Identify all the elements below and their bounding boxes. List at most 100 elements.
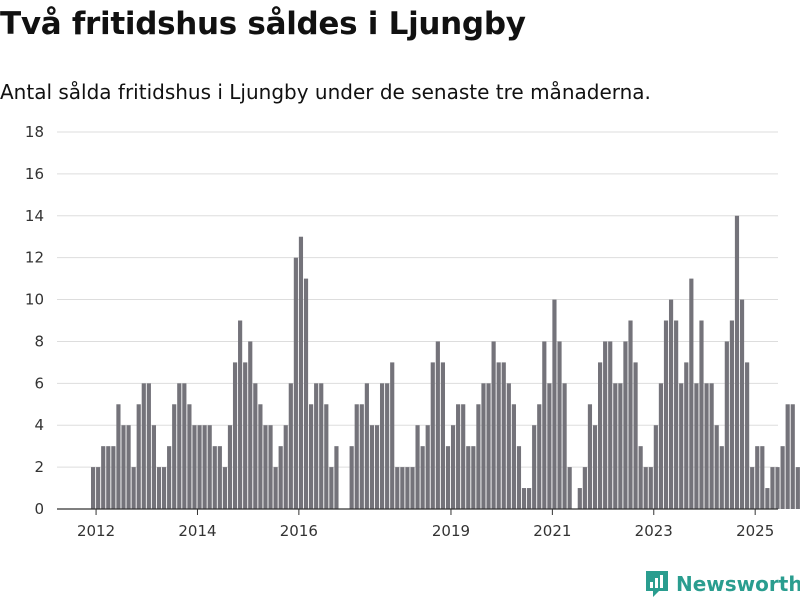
bar bbox=[557, 341, 562, 509]
bar bbox=[192, 425, 197, 509]
bar bbox=[440, 362, 445, 509]
newsworthy-chart-icon bbox=[646, 571, 668, 597]
bar bbox=[750, 467, 755, 509]
bar bbox=[537, 404, 542, 509]
x-tick-label: 2014 bbox=[178, 522, 216, 540]
bar bbox=[527, 488, 532, 509]
bar bbox=[217, 446, 222, 509]
bar bbox=[577, 488, 582, 509]
bar bbox=[603, 341, 608, 509]
bar bbox=[471, 446, 476, 509]
bar bbox=[354, 404, 359, 509]
y-tick-label: 4 bbox=[34, 416, 44, 434]
bar bbox=[253, 383, 258, 509]
bar bbox=[501, 362, 506, 509]
bar-chart: 0 2 4 6 8 10 12 14 16 18 2012 2014 2016 2019 2021 2023 2… bbox=[25, 123, 800, 540]
x-tick-label: 2023 bbox=[635, 522, 673, 540]
bar bbox=[309, 404, 314, 509]
bar bbox=[532, 425, 537, 509]
bar bbox=[674, 320, 679, 509]
bar bbox=[303, 278, 309, 509]
bar bbox=[435, 341, 440, 509]
bar bbox=[729, 320, 734, 509]
bar bbox=[638, 446, 643, 509]
bar bbox=[425, 425, 430, 509]
bar bbox=[263, 425, 268, 509]
bar bbox=[420, 446, 425, 509]
bar bbox=[121, 425, 126, 509]
y-tick-label: 8 bbox=[34, 332, 44, 350]
bar bbox=[232, 362, 238, 509]
bar bbox=[770, 467, 775, 509]
bar bbox=[268, 425, 273, 509]
bar bbox=[116, 404, 121, 509]
y-tick-label: 10 bbox=[25, 291, 44, 309]
bar bbox=[714, 425, 719, 509]
bar bbox=[359, 404, 364, 509]
bar bbox=[349, 446, 354, 509]
x-tick-label: 2025 bbox=[736, 522, 774, 540]
bar bbox=[724, 341, 729, 509]
bar bbox=[658, 383, 664, 509]
bar bbox=[400, 467, 405, 509]
bar bbox=[613, 383, 618, 509]
bar bbox=[699, 320, 704, 509]
bar bbox=[314, 383, 319, 509]
bar bbox=[775, 467, 780, 509]
bar bbox=[450, 425, 456, 509]
bar bbox=[582, 467, 587, 509]
bar bbox=[334, 446, 339, 509]
bar bbox=[167, 446, 172, 509]
bar bbox=[552, 299, 557, 509]
bar bbox=[643, 467, 648, 509]
bar bbox=[91, 467, 96, 509]
bar bbox=[161, 467, 167, 509]
bar bbox=[521, 488, 527, 509]
x-tick-label: 2016 bbox=[280, 522, 318, 540]
bar bbox=[628, 320, 633, 509]
bar bbox=[278, 446, 283, 509]
bar bbox=[547, 383, 552, 509]
bar bbox=[704, 383, 709, 509]
bar bbox=[608, 341, 613, 509]
bar bbox=[182, 383, 187, 509]
bar bbox=[562, 383, 567, 509]
bar bbox=[146, 383, 151, 509]
bar bbox=[151, 425, 157, 509]
bar bbox=[719, 446, 724, 509]
bar bbox=[516, 446, 522, 509]
x-tick-label: 2021 bbox=[533, 522, 571, 540]
bar bbox=[511, 404, 516, 509]
bar bbox=[633, 362, 638, 509]
bar bbox=[542, 341, 547, 509]
bar bbox=[374, 425, 380, 509]
bar bbox=[623, 341, 628, 509]
newsworthy-logo: Newsworthy bbox=[644, 568, 800, 600]
bar bbox=[101, 446, 106, 509]
bar bbox=[258, 404, 263, 509]
bar bbox=[329, 467, 334, 509]
bar bbox=[466, 446, 471, 509]
bar bbox=[136, 404, 141, 509]
bar bbox=[765, 488, 770, 509]
y-tick-label: 14 bbox=[25, 207, 44, 225]
bar bbox=[780, 446, 785, 509]
bar bbox=[283, 425, 288, 509]
y-tick-label: 6 bbox=[34, 374, 44, 392]
bar bbox=[131, 467, 136, 509]
bar bbox=[648, 467, 653, 509]
bar bbox=[481, 383, 486, 509]
bar bbox=[506, 383, 511, 509]
bar bbox=[187, 404, 192, 509]
bar bbox=[126, 425, 131, 509]
bar bbox=[207, 425, 212, 509]
bar bbox=[248, 341, 253, 509]
y-tick-label: 2 bbox=[34, 458, 44, 476]
y-tick-label: 16 bbox=[25, 165, 44, 183]
bar bbox=[592, 425, 598, 509]
bar bbox=[385, 383, 390, 509]
bar bbox=[790, 404, 795, 509]
bar bbox=[587, 404, 593, 509]
bar bbox=[567, 467, 572, 509]
bar bbox=[491, 341, 496, 509]
